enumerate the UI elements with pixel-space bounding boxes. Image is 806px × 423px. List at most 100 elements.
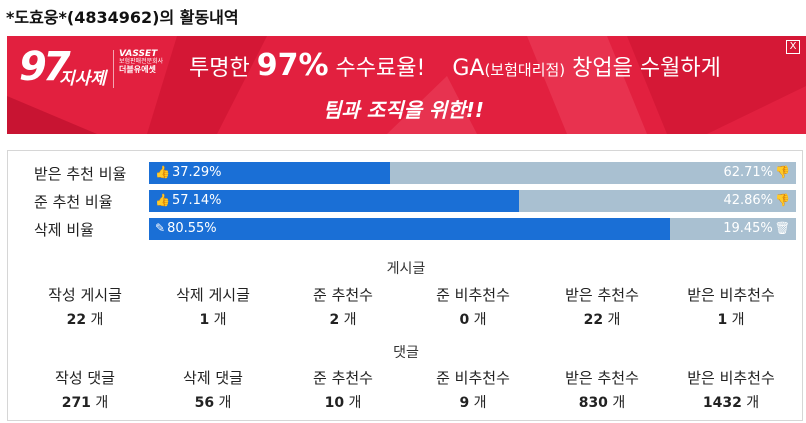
stat-comments-deleted: 삭제 댓글 56 개 — [148, 367, 278, 412]
rate-right-value: 19.45% — [723, 221, 773, 236]
headline-percent: 97% — [256, 48, 329, 83]
stat-label: 받은 추천수 — [565, 369, 639, 387]
stat-label: 삭제 댓글 — [183, 369, 243, 387]
stat-value: 0 개 — [408, 309, 538, 329]
headline-ga: GA — [452, 56, 485, 81]
rate-bar-fill — [149, 190, 519, 212]
stat-value: 830 개 — [537, 392, 667, 412]
rate-left: 👍 57.14% — [153, 193, 222, 208]
stat-posts-written: 작성 게시글 22 개 — [20, 284, 150, 329]
banner-logo-text: 지사제 — [59, 69, 106, 89]
headline-part-1: 투명한 — [189, 56, 250, 81]
stat-unit: 개 — [213, 312, 227, 328]
banner-background — [7, 36, 806, 134]
rate-label: 준 추천 비율 — [34, 193, 113, 211]
rate-right: 19.45% 🗑 — [723, 221, 792, 236]
rate-bar-fill — [149, 218, 671, 240]
rate-left: 👍 37.29% — [153, 165, 222, 180]
stat-number: 1 — [717, 312, 728, 328]
stat-comments-given-rec: 준 추천수 10 개 — [278, 367, 408, 412]
rate-bar: ✎ 80.55% 19.45% 🗑 — [149, 218, 796, 240]
stat-value: 2 개 — [278, 309, 408, 329]
trash-icon: 🗑 — [774, 221, 790, 235]
stat-number: 271 — [61, 395, 91, 411]
stat-unit: 개 — [95, 395, 109, 411]
rate-right: 42.86% 👎 — [723, 193, 792, 208]
rate-row-received: 받은 추천 비율 👍 37.29% 62.71% 👎 — [8, 162, 804, 184]
stat-unit: 개 — [612, 395, 626, 411]
rate-left-value: 37.29% — [171, 165, 222, 180]
stat-posts-received-rec: 받은 추천수 22 개 — [537, 284, 667, 329]
stat-comments-written: 작성 댓글 271 개 — [20, 367, 150, 412]
asset-name: VASSET — [119, 49, 158, 59]
stat-number: 1432 — [702, 395, 742, 411]
stat-number: 10 — [324, 395, 345, 411]
stat-number: 9 — [459, 395, 470, 411]
headline-part-3: 창업을 수월하게 — [572, 56, 721, 81]
activity-panel: 받은 추천 비율 👍 37.29% 62.71% 👎 준 추천 비율 👍 57.14%… — [7, 150, 803, 421]
stat-value: 22 개 — [20, 309, 150, 329]
rate-row-deleted: 삭제 비율 ✎ 80.55% 19.45% 🗑 — [8, 218, 804, 240]
stat-unit: 개 — [473, 395, 487, 411]
stat-label: 삭제 게시글 — [176, 286, 250, 304]
stat-unit: 개 — [348, 395, 362, 411]
stat-unit: 개 — [473, 312, 487, 328]
posts-section-title: 게시글 — [386, 261, 426, 277]
stat-comments-received-rec: 받은 추천수 830 개 — [537, 367, 667, 412]
banner-subline: 팀과 조직을 위한!! — [323, 98, 484, 122]
asset-brand: 더블유에셋 — [119, 65, 156, 74]
rate-bar: 👍 57.14% 42.86% 👎 — [149, 190, 796, 212]
ad-banner[interactable]: 97 지사제 VASSET 보험판매전문회사 더블유에셋 투명한 97% 수수료… — [7, 36, 806, 134]
rate-right-value: 62.71% — [723, 165, 774, 180]
banner-divider — [113, 50, 114, 88]
banner-logo-number: 97 — [19, 44, 71, 90]
stat-unit: 개 — [218, 395, 232, 411]
stat-posts-given-rec: 준 추천수 2 개 — [278, 284, 408, 329]
stat-unit: 개 — [731, 312, 745, 328]
stat-number: 22 — [583, 312, 604, 328]
rate-left-value: 57.14% — [171, 193, 222, 208]
stat-unit: 개 — [343, 312, 357, 328]
thumbs-up-icon: 👍 — [155, 193, 170, 207]
thumbs-up-icon: 👍 — [155, 165, 170, 179]
edit-icon: ✎ — [155, 221, 166, 235]
stat-label: 준 비추천수 — [436, 286, 510, 304]
headline-part-2: 수수료율! — [335, 56, 426, 81]
stat-unit: 개 — [607, 312, 621, 328]
banner-headline: 투명한 97% 수수료율! GA(보험대리점) 창업을 수월하게 — [189, 48, 721, 83]
rate-right: 62.71% 👎 — [723, 165, 792, 180]
rate-label: 받은 추천 비율 — [34, 165, 127, 183]
stat-label: 작성 댓글 — [55, 369, 115, 387]
comments-section-title: 댓글 — [393, 345, 419, 361]
thumbs-down-icon: 👎 — [775, 165, 790, 179]
stat-label: 준 비추천수 — [436, 369, 510, 387]
thumbs-down-icon: 👎 — [775, 193, 790, 207]
headline-ga-small: (보험대리점) — [484, 61, 566, 79]
rate-label: 삭제 비율 — [34, 221, 94, 239]
rate-right-value: 42.86% — [723, 193, 774, 208]
stat-posts-received-nonrec: 받은 비추천수 1 개 — [666, 284, 796, 329]
rate-left: ✎ 80.55% — [153, 221, 217, 236]
rate-row-given: 준 추천 비율 👍 57.14% 42.86% 👎 — [8, 190, 804, 212]
stat-label: 준 추천수 — [313, 369, 373, 387]
stat-posts-deleted: 삭제 게시글 1 개 — [148, 284, 278, 329]
rate-left-value: 80.55% — [167, 221, 217, 236]
banner-close-button[interactable]: X — [786, 40, 800, 54]
posts-stats: 작성 게시글 22 개 삭제 게시글 1 개 준 추천수 2 개 준 비추천수 0 개 … — [8, 284, 804, 328]
stat-number: 56 — [194, 395, 215, 411]
stat-value: 22 개 — [537, 309, 667, 329]
stat-number: 830 — [578, 395, 608, 411]
stat-number: 2 — [329, 312, 340, 328]
stat-value: 56 개 — [148, 392, 278, 412]
asset-line: 보험판매전문회사 — [119, 58, 164, 65]
stat-unit: 개 — [746, 395, 760, 411]
stat-label: 작성 게시글 — [48, 286, 122, 304]
asset-logo: VASSET 보험판매전문회사 더블유에셋 — [119, 50, 167, 74]
rate-bar-fill — [149, 162, 391, 184]
stat-posts-given-nonrec: 준 비추천수 0 개 — [408, 284, 538, 329]
stat-unit: 개 — [90, 312, 104, 328]
stat-label: 받은 비추천수 — [687, 286, 775, 304]
stat-value: 1 개 — [666, 309, 796, 329]
comments-stats: 작성 댓글 271 개 삭제 댓글 56 개 준 추천수 10 개 준 비추천수 9 개… — [8, 367, 804, 411]
stat-label: 받은 추천수 — [565, 286, 639, 304]
